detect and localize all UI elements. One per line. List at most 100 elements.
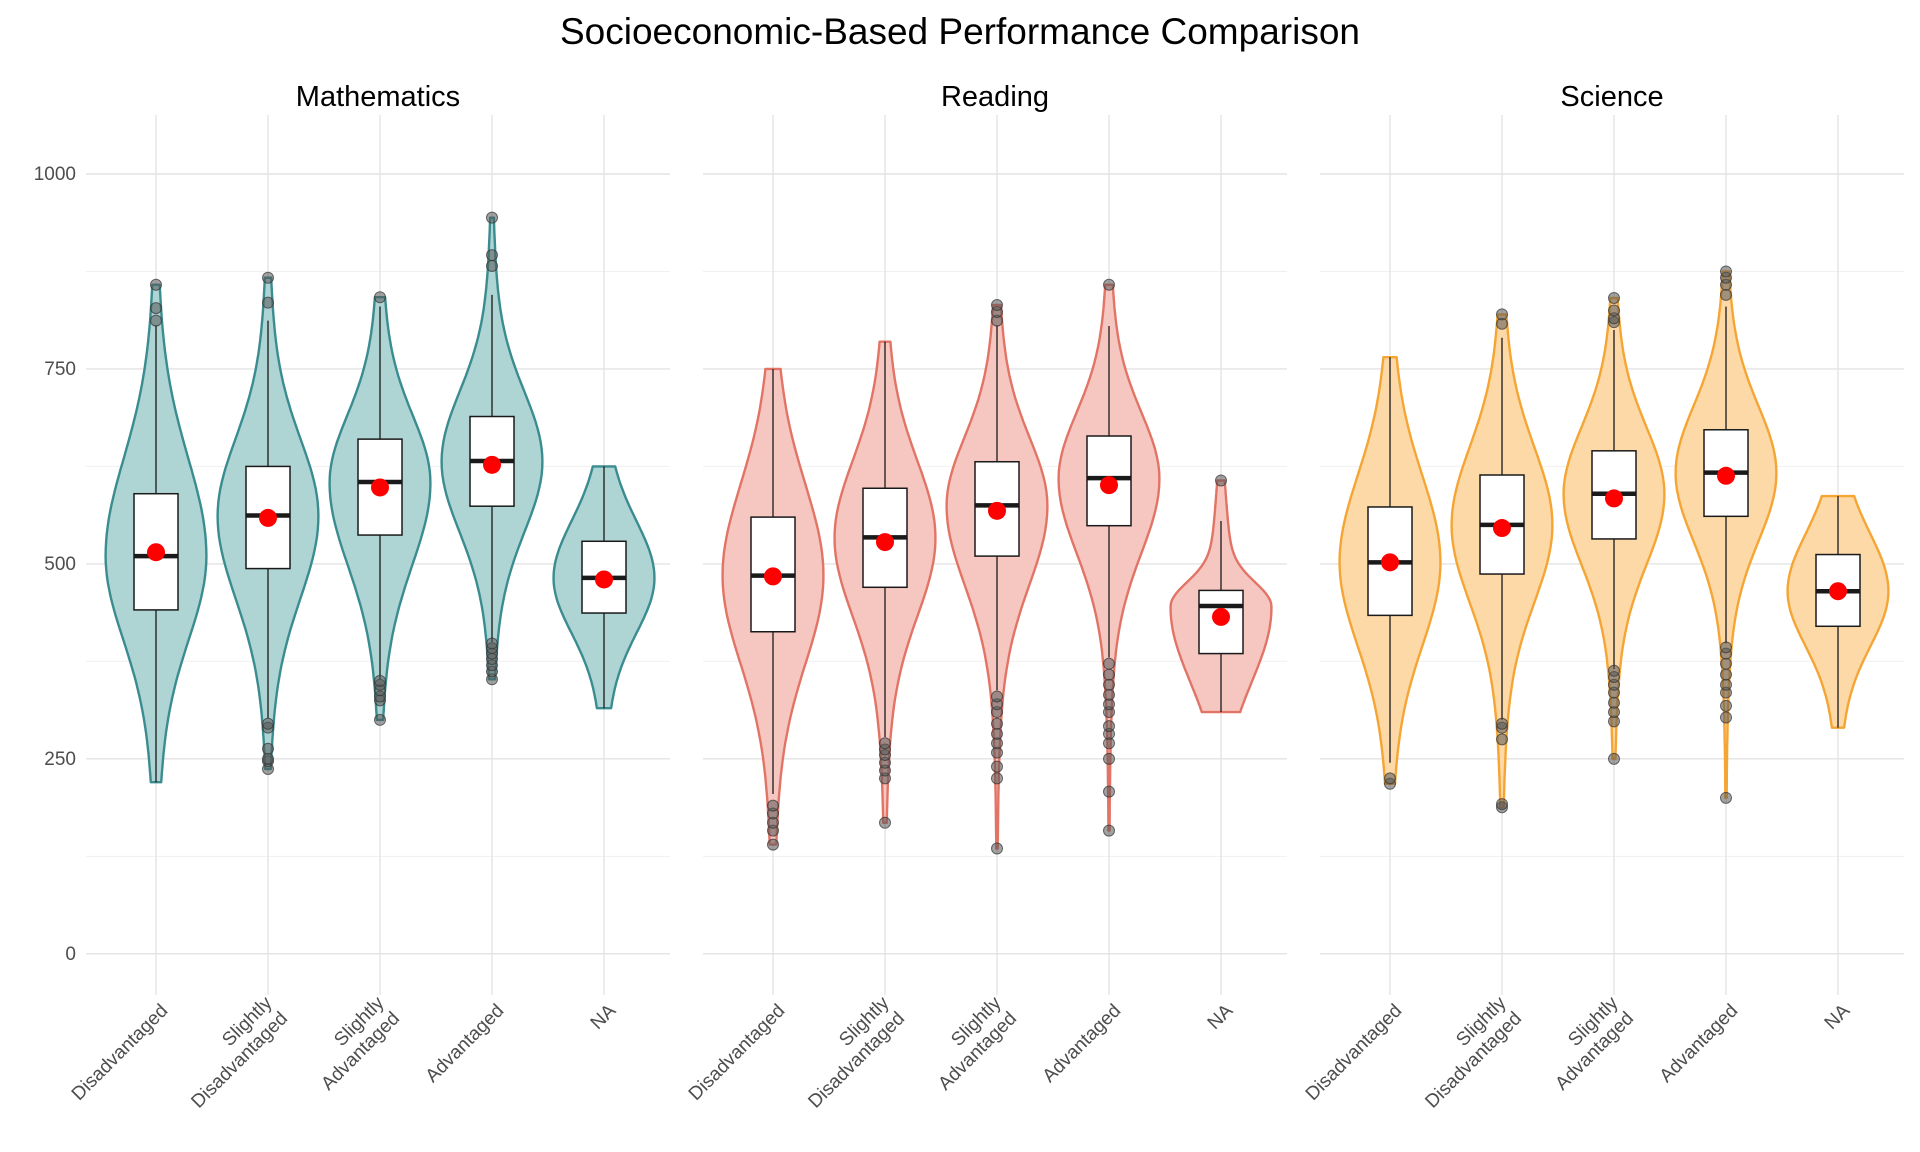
y-tick-label: 500 bbox=[44, 554, 76, 575]
outlier-point bbox=[262, 296, 274, 309]
x-tick-label: Disadvantaged bbox=[685, 1000, 789, 1104]
facet-title: Mathematics bbox=[296, 81, 460, 113]
x-tick-label: SlightlyDisadvantaged bbox=[789, 992, 909, 1112]
outlier-point bbox=[262, 752, 274, 765]
outlier-point bbox=[991, 772, 1003, 785]
x-tick-label-line: Disadvantaged bbox=[68, 1000, 172, 1104]
violin-group bbox=[721, 367, 825, 851]
x-tick-label-line: Advantaged bbox=[1656, 1000, 1743, 1087]
x-tick-label: NA bbox=[587, 1000, 621, 1034]
facet-panel-reading: Reading Disadvantaged SlightlyDisadvantage… bbox=[685, 81, 1287, 1113]
outlier-point bbox=[767, 799, 779, 812]
outlier-point bbox=[991, 842, 1003, 855]
y-tick-label: 1000 bbox=[34, 164, 76, 185]
outlier-point bbox=[262, 742, 274, 755]
x-tick-label: SlightlyDisadvantaged bbox=[1406, 992, 1526, 1112]
x-tick-label: Advantaged bbox=[1039, 1000, 1126, 1087]
outlier-point bbox=[1608, 304, 1620, 317]
outlier-point bbox=[1103, 278, 1115, 291]
outlier-point bbox=[1720, 265, 1732, 278]
violin-group bbox=[1169, 474, 1273, 714]
outlier-point bbox=[991, 727, 1003, 740]
chart-title: Socioeconomic-Based Performance Comparis… bbox=[560, 11, 1360, 52]
outlier-point bbox=[1496, 308, 1508, 321]
x-tick-label: Advantaged bbox=[1656, 1000, 1743, 1087]
mean-point bbox=[483, 455, 501, 474]
outlier-point bbox=[1720, 678, 1732, 691]
outlier-point bbox=[1496, 798, 1508, 811]
outlier-point bbox=[150, 302, 162, 315]
outlier-point bbox=[262, 271, 274, 284]
x-tick-label-line: Disadvantaged bbox=[1302, 1000, 1406, 1104]
outlier-point bbox=[150, 278, 162, 291]
mean-point bbox=[1605, 489, 1623, 508]
mean-point bbox=[1212, 607, 1230, 626]
y-tick-label: 250 bbox=[44, 749, 76, 770]
facet-panel-mathematics: Mathematics Disadvantaged SlightlyDisadvan… bbox=[68, 81, 670, 1113]
violin-group bbox=[1450, 308, 1554, 814]
violin-group bbox=[104, 278, 208, 784]
violin-group bbox=[1674, 265, 1778, 804]
outlier-point bbox=[1608, 752, 1620, 765]
outlier-point bbox=[1103, 668, 1115, 681]
mean-point bbox=[371, 478, 389, 497]
mean-point bbox=[1381, 553, 1399, 572]
outlier-point bbox=[374, 674, 386, 687]
outlier-point bbox=[1720, 791, 1732, 804]
outlier-point bbox=[486, 249, 498, 262]
mean-point bbox=[147, 543, 165, 562]
outlier-point bbox=[1720, 641, 1732, 654]
x-tick-label: Disadvantaged bbox=[1302, 1000, 1406, 1104]
outlier-point bbox=[991, 299, 1003, 311]
x-tick-label: Advantaged bbox=[422, 1000, 509, 1087]
violin-group bbox=[552, 465, 656, 710]
outlier-point bbox=[1720, 288, 1732, 301]
x-tick-label-line: Advantaged bbox=[422, 1000, 509, 1087]
outlier-point bbox=[879, 816, 891, 829]
outlier-point bbox=[1608, 291, 1620, 304]
violin-group bbox=[833, 340, 937, 829]
mean-point bbox=[595, 570, 613, 589]
outlier-point bbox=[1608, 696, 1620, 709]
outlier-point bbox=[991, 717, 1003, 730]
x-tick-label: SlightlyAdvantaged bbox=[302, 992, 404, 1094]
x-tick-label-line: NA bbox=[587, 1000, 621, 1034]
outlier-point bbox=[767, 838, 779, 851]
mean-point bbox=[259, 508, 277, 527]
facet-panel-science: Science Disadvantaged SlightlyDisadvantage… bbox=[1302, 81, 1904, 1113]
outlier-point bbox=[374, 291, 386, 304]
violin-group bbox=[440, 211, 544, 686]
outlier-point bbox=[1103, 688, 1115, 701]
outlier-point bbox=[1608, 664, 1620, 677]
outlier-point bbox=[991, 690, 1003, 703]
x-tick-label-line: Advantaged bbox=[1039, 1000, 1126, 1087]
x-tick-label-line: NA bbox=[1821, 1000, 1855, 1034]
x-tick-label-line: Disadvantaged bbox=[685, 1000, 789, 1104]
outlier-point bbox=[1384, 772, 1396, 785]
mean-point bbox=[1493, 519, 1511, 538]
outlier-point bbox=[1103, 785, 1115, 798]
outlier-point bbox=[1103, 720, 1115, 733]
y-tick-label: 750 bbox=[44, 359, 76, 380]
mean-point bbox=[1717, 466, 1735, 485]
x-tick-label: NA bbox=[1204, 1000, 1238, 1034]
violin-group bbox=[216, 271, 320, 775]
outlier-point bbox=[1496, 717, 1508, 730]
outlier-point bbox=[1103, 678, 1115, 691]
y-tick-label: 0 bbox=[65, 944, 76, 965]
x-tick-label: NA bbox=[1821, 1000, 1855, 1034]
outlier-point bbox=[150, 314, 162, 327]
outlier-point bbox=[486, 260, 498, 273]
outlier-point bbox=[262, 717, 274, 730]
violin-group bbox=[328, 291, 432, 726]
x-tick-label: SlightlyDisadvantaged bbox=[172, 992, 292, 1112]
mean-point bbox=[1100, 476, 1118, 495]
outlier-point bbox=[1103, 824, 1115, 837]
facet-title: Reading bbox=[941, 81, 1049, 113]
y-axis: 0 250 500 750 1000 bbox=[34, 164, 76, 965]
x-tick-label-line: NA bbox=[1204, 1000, 1238, 1034]
outlier-point bbox=[1720, 711, 1732, 724]
